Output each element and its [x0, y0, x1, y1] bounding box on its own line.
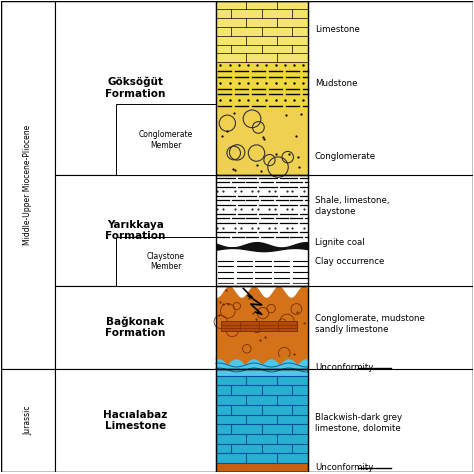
Bar	[216, 286, 308, 369]
Bar	[308, 0, 474, 473]
Text: Claystone
Member: Claystone Member	[147, 252, 185, 271]
Text: Conglomerate
Member: Conglomerate Member	[139, 130, 193, 150]
Bar	[216, 175, 308, 239]
Bar	[55, 286, 216, 369]
Text: Lignite coal: Lignite coal	[315, 238, 365, 247]
Bar	[216, 239, 308, 258]
Bar	[216, 0, 308, 62]
Text: Jurassic: Jurassic	[23, 406, 32, 435]
Bar	[216, 369, 308, 473]
Text: Yarıkkaya
Formation: Yarıkkaya Formation	[105, 220, 165, 241]
Bar	[0, 0, 55, 369]
Bar	[216, 463, 308, 473]
Bar	[117, 237, 216, 286]
Bar	[117, 104, 216, 175]
Bar	[55, 0, 216, 175]
Text: Blackwish-dark grey
limestone, dolomite: Blackwish-dark grey limestone, dolomite	[315, 413, 402, 433]
Bar	[216, 0, 308, 175]
Bar	[216, 258, 308, 286]
Bar	[55, 369, 216, 473]
Text: Conglomerate, mudstone
sandly limestone: Conglomerate, mudstone sandly limestone	[315, 314, 425, 334]
Text: Shale, limestone,
claystone: Shale, limestone, claystone	[315, 196, 390, 216]
Text: Conglomerate: Conglomerate	[315, 152, 376, 161]
Bar	[216, 175, 308, 286]
Bar	[216, 376, 308, 463]
Text: Bağkonak
Formation: Bağkonak Formation	[105, 316, 165, 338]
Text: Middle-Upper Miocene-Pliocene: Middle-Upper Miocene-Pliocene	[23, 125, 32, 245]
Text: Mudstone: Mudstone	[315, 79, 357, 88]
Bar	[55, 175, 216, 286]
Text: Hacıalabaz
Limestone: Hacıalabaz Limestone	[103, 410, 168, 431]
Bar	[0, 369, 55, 473]
Text: Göksöğüt
Formation: Göksöğüt Formation	[105, 77, 165, 99]
Bar	[216, 62, 308, 109]
Bar	[216, 359, 308, 376]
Text: Unconformity: Unconformity	[315, 363, 374, 372]
Text: Limestone: Limestone	[315, 25, 360, 34]
Bar	[221, 321, 297, 331]
Text: Clay occurrence: Clay occurrence	[315, 256, 384, 265]
Text: Unconformity: Unconformity	[315, 463, 374, 472]
Bar	[216, 109, 308, 175]
Bar	[216, 286, 308, 359]
